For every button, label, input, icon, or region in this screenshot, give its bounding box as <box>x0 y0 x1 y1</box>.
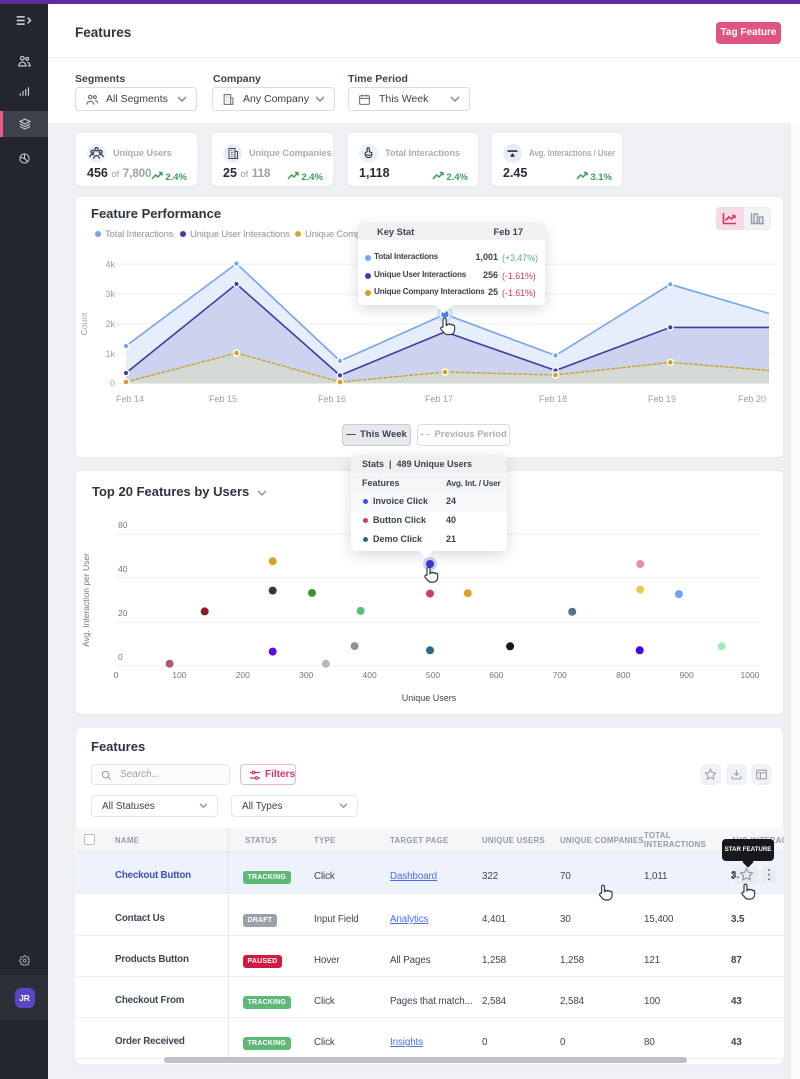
svg-text:800: 800 <box>616 670 630 680</box>
svg-text:200: 200 <box>236 670 250 680</box>
svg-text:20: 20 <box>118 608 128 618</box>
svg-text:400: 400 <box>363 670 377 680</box>
svg-text:Feb 16: Feb 16 <box>318 394 346 404</box>
svg-text:Feb 18: Feb 18 <box>539 394 567 404</box>
svg-text:Feb 15: Feb 15 <box>209 394 237 404</box>
svg-text:2k: 2k <box>105 319 115 329</box>
svg-text:0: 0 <box>118 652 123 662</box>
svg-text:0: 0 <box>114 670 119 680</box>
svg-text:80: 80 <box>118 520 128 530</box>
svg-text:4k: 4k <box>105 259 115 269</box>
svg-text:900: 900 <box>680 670 694 680</box>
svg-text:100: 100 <box>172 670 186 680</box>
svg-text:Feb 17: Feb 17 <box>425 394 453 404</box>
svg-text:0: 0 <box>110 379 115 389</box>
svg-text:40: 40 <box>118 564 128 574</box>
svg-text:500: 500 <box>426 670 440 680</box>
svg-text:Feb 20: Feb 20 <box>738 394 766 404</box>
svg-text:Avg. Interaction per User: Avg. Interaction per User <box>81 553 91 647</box>
svg-text:300: 300 <box>299 670 313 680</box>
svg-text:Feb 14: Feb 14 <box>116 394 144 404</box>
svg-text:600: 600 <box>489 670 503 680</box>
svg-text:Unique Users: Unique Users <box>402 693 457 703</box>
svg-text:Feb 19: Feb 19 <box>648 394 676 404</box>
svg-text:1000: 1000 <box>741 670 760 680</box>
svg-text:3k: 3k <box>105 289 115 299</box>
svg-text:Count: Count <box>79 312 89 335</box>
svg-text:700: 700 <box>553 670 567 680</box>
svg-text:1k: 1k <box>105 349 115 359</box>
